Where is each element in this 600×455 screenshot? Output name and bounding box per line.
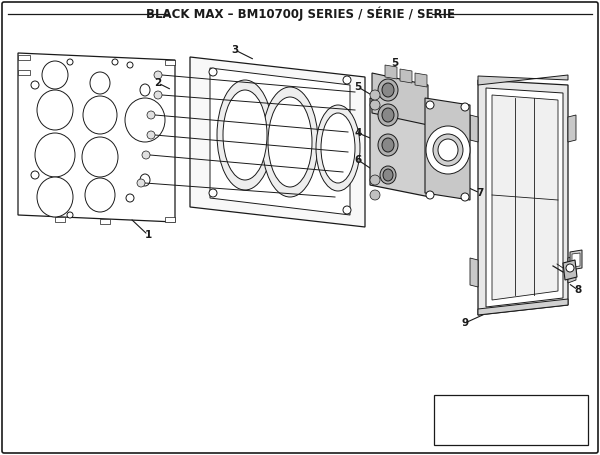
Text: BLACK MAX – BM10700J SERIES / SÉRIE / SERIE: BLACK MAX – BM10700J SERIES / SÉRIE / SE… (146, 7, 455, 21)
Ellipse shape (433, 134, 463, 166)
Ellipse shape (383, 169, 393, 181)
Ellipse shape (112, 59, 118, 65)
Polygon shape (470, 258, 478, 287)
Ellipse shape (90, 72, 110, 94)
Ellipse shape (378, 134, 398, 156)
Text: 4: 4 (355, 128, 362, 138)
Polygon shape (165, 60, 175, 65)
Ellipse shape (125, 98, 165, 142)
Ellipse shape (378, 79, 398, 101)
Ellipse shape (126, 194, 134, 202)
Polygon shape (385, 65, 397, 79)
Ellipse shape (382, 108, 394, 122)
Ellipse shape (67, 212, 73, 218)
Ellipse shape (142, 151, 150, 159)
Bar (434, 395, 588, 445)
Polygon shape (570, 250, 582, 270)
Ellipse shape (31, 171, 39, 179)
Ellipse shape (380, 166, 396, 184)
Ellipse shape (209, 189, 217, 197)
Polygon shape (18, 55, 30, 60)
Polygon shape (568, 255, 576, 283)
Ellipse shape (461, 103, 469, 111)
Ellipse shape (154, 71, 162, 79)
Text: 3: 3 (232, 45, 239, 55)
Ellipse shape (31, 81, 39, 89)
Text: 7: 7 (476, 188, 484, 198)
Polygon shape (372, 73, 428, 125)
Ellipse shape (262, 87, 318, 197)
Ellipse shape (268, 97, 312, 187)
Ellipse shape (378, 104, 398, 126)
Ellipse shape (85, 178, 115, 212)
Polygon shape (478, 75, 568, 85)
Ellipse shape (426, 101, 434, 109)
Ellipse shape (438, 139, 458, 161)
Ellipse shape (37, 177, 73, 217)
Ellipse shape (370, 100, 380, 110)
Text: 5: 5 (391, 58, 398, 68)
Ellipse shape (35, 133, 75, 177)
Ellipse shape (42, 61, 68, 89)
Polygon shape (18, 70, 30, 75)
Ellipse shape (426, 126, 470, 174)
Ellipse shape (370, 190, 380, 200)
Polygon shape (478, 299, 568, 315)
Text: 9: 9 (461, 318, 469, 328)
Text: 1: 1 (145, 230, 152, 240)
Ellipse shape (321, 113, 355, 183)
Polygon shape (470, 115, 478, 142)
Ellipse shape (209, 68, 217, 76)
Text: 6: 6 (355, 155, 362, 165)
Ellipse shape (140, 174, 150, 186)
Polygon shape (572, 253, 580, 267)
Polygon shape (563, 260, 577, 280)
Polygon shape (400, 69, 412, 83)
Ellipse shape (82, 137, 118, 177)
Polygon shape (210, 68, 350, 215)
Polygon shape (55, 217, 65, 222)
Polygon shape (492, 95, 558, 300)
Ellipse shape (566, 264, 574, 272)
Ellipse shape (343, 206, 351, 214)
Ellipse shape (217, 80, 273, 190)
Ellipse shape (37, 90, 73, 130)
Ellipse shape (370, 90, 380, 100)
Polygon shape (486, 88, 563, 307)
Ellipse shape (127, 62, 133, 68)
Ellipse shape (137, 179, 145, 187)
Polygon shape (415, 73, 427, 87)
Polygon shape (190, 57, 365, 227)
Polygon shape (100, 219, 110, 224)
Ellipse shape (382, 83, 394, 97)
Ellipse shape (426, 191, 434, 199)
Polygon shape (18, 53, 175, 222)
Polygon shape (370, 98, 430, 197)
Polygon shape (165, 217, 175, 222)
Ellipse shape (316, 105, 360, 191)
Ellipse shape (370, 175, 380, 185)
Ellipse shape (83, 96, 117, 134)
Text: FIGURA C: FIGURA C (479, 425, 542, 438)
Ellipse shape (382, 138, 394, 152)
Polygon shape (568, 115, 576, 142)
Text: 2: 2 (154, 78, 161, 88)
Text: FIGURE C: FIGURE C (476, 404, 545, 418)
Ellipse shape (147, 111, 155, 119)
Ellipse shape (223, 90, 267, 180)
Ellipse shape (154, 91, 162, 99)
Polygon shape (478, 80, 568, 315)
Ellipse shape (140, 84, 150, 96)
Ellipse shape (343, 76, 351, 84)
Text: 8: 8 (574, 285, 581, 295)
Ellipse shape (147, 131, 155, 139)
Ellipse shape (67, 59, 73, 65)
Text: 5: 5 (355, 82, 362, 92)
Polygon shape (425, 98, 470, 200)
Ellipse shape (461, 193, 469, 201)
